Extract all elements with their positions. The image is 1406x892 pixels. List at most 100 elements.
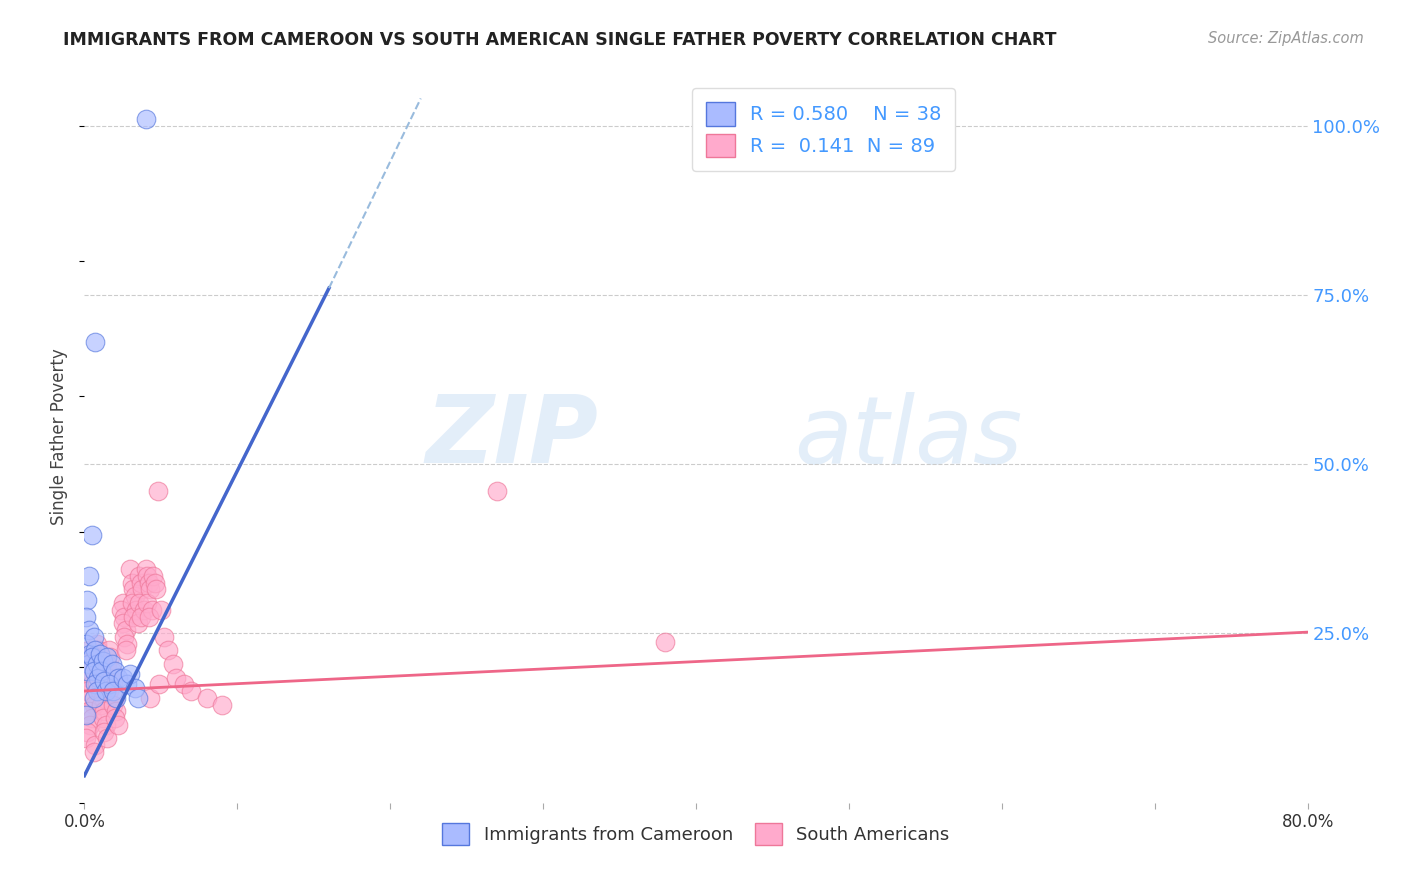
Point [107, 671, 129, 685]
Point [121, 575, 143, 590]
Point [105, 705, 128, 719]
Point [93, 705, 115, 719]
Point [89, 684, 111, 698]
Point [86, 677, 108, 691]
Point [114, 623, 136, 637]
Point [77, 643, 100, 657]
Point [98, 650, 121, 665]
Point [84, 643, 107, 657]
Point [101, 664, 124, 678]
Point [127, 616, 149, 631]
Point [93, 724, 115, 739]
Legend: Immigrants from Cameroon, South Americans: Immigrants from Cameroon, South American… [434, 816, 957, 852]
Point [136, 596, 159, 610]
Point [107, 718, 129, 732]
Point [148, 677, 170, 691]
Point [180, 684, 202, 698]
Point [87, 664, 110, 678]
Point [77, 569, 100, 583]
Point [80, 528, 103, 542]
Point [83, 745, 105, 759]
Text: Source: ZipAtlas.com: Source: ZipAtlas.com [1208, 31, 1364, 46]
Point [114, 643, 136, 657]
Point [80, 650, 103, 665]
Point [173, 677, 195, 691]
Point [87, 643, 110, 657]
Point [142, 569, 165, 583]
Point [91, 711, 114, 725]
Point [97, 643, 120, 657]
Point [96, 731, 118, 746]
Point [87, 671, 110, 685]
Text: IMMIGRANTS FROM CAMEROON VS SOUTH AMERICAN SINGLE FATHER POVERTY CORRELATION CHA: IMMIGRANTS FROM CAMEROON VS SOUTH AMERIC… [63, 31, 1057, 49]
Point [104, 690, 127, 705]
Point [96, 650, 118, 665]
Point [86, 684, 108, 698]
Point [76, 724, 98, 739]
Point [84, 738, 107, 752]
Point [131, 582, 153, 597]
Point [104, 711, 127, 725]
Point [77, 671, 100, 685]
Point [101, 657, 124, 671]
Point [76, 650, 98, 665]
Point [121, 596, 143, 610]
Point [103, 684, 125, 698]
Point [83, 664, 105, 678]
Point [75, 637, 97, 651]
Point [165, 671, 187, 685]
Point [139, 690, 162, 705]
Point [79, 664, 101, 678]
Point [125, 603, 148, 617]
Point [110, 603, 132, 617]
Point [111, 596, 134, 610]
Point [84, 677, 107, 691]
Point [89, 647, 111, 661]
Point [96, 657, 118, 671]
Point [84, 335, 107, 350]
Point [145, 582, 167, 597]
Point [94, 684, 117, 698]
Point [76, 664, 98, 678]
Point [90, 698, 112, 712]
Y-axis label: Single Father Poverty: Single Father Poverty [51, 349, 69, 525]
Point [124, 681, 146, 695]
Text: ZIP: ZIP [425, 391, 598, 483]
Point [135, 112, 157, 126]
Point [86, 637, 108, 651]
Point [129, 575, 152, 590]
Point [136, 569, 159, 583]
Point [77, 705, 100, 719]
Point [149, 603, 172, 617]
Point [76, 592, 98, 607]
Point [75, 731, 97, 746]
Point [89, 657, 111, 671]
Point [76, 684, 98, 698]
Point [129, 609, 152, 624]
Point [143, 575, 166, 590]
Point [138, 575, 160, 590]
Point [79, 718, 101, 732]
Point [75, 707, 97, 722]
Point [111, 616, 134, 631]
Point [135, 562, 157, 576]
Point [162, 657, 184, 671]
Point [91, 690, 114, 705]
Point [75, 609, 97, 624]
Point [138, 609, 160, 624]
Point [153, 630, 176, 644]
Point [654, 634, 676, 648]
Point [91, 654, 114, 668]
Point [97, 677, 120, 691]
Point [124, 589, 146, 603]
Point [132, 603, 155, 617]
Point [157, 643, 180, 657]
Point [86, 657, 108, 671]
Point [97, 684, 120, 698]
Point [112, 609, 135, 624]
Point [105, 690, 128, 705]
Point [120, 562, 142, 576]
Point [128, 596, 150, 610]
Point [75, 657, 97, 671]
Point [104, 664, 127, 678]
